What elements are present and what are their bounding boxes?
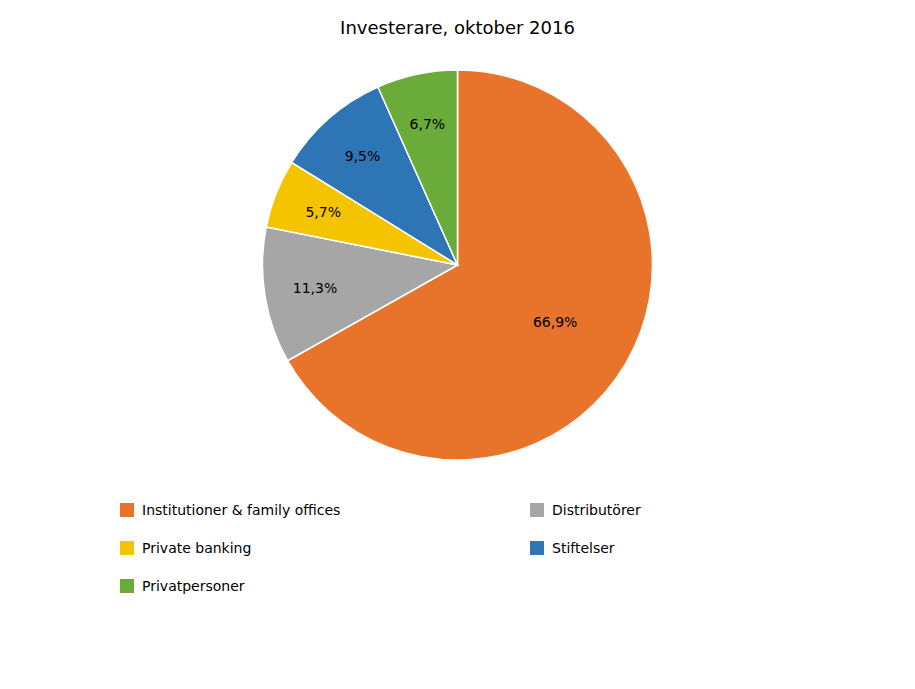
data-label: 5,7% bbox=[305, 204, 341, 220]
legend-item: Distributörer bbox=[530, 502, 641, 518]
legend-label: Stiftelser bbox=[552, 540, 615, 556]
legend-label: Distributörer bbox=[552, 502, 641, 518]
legend-label: Private banking bbox=[142, 540, 251, 556]
pie bbox=[262, 70, 652, 460]
data-label: 6,7% bbox=[410, 116, 446, 132]
title: Investerare, oktober 2016 bbox=[340, 17, 575, 38]
legend-swatch bbox=[120, 541, 134, 555]
legend-item: Stiftelser bbox=[530, 540, 615, 556]
data-labels: 66,9% 11,3% 5,7% 9,5% 6,7% bbox=[293, 116, 578, 330]
legend-label: Institutioner & family offices bbox=[142, 502, 340, 518]
data-label: 11,3% bbox=[293, 280, 337, 296]
legend-swatch bbox=[120, 503, 134, 517]
legend-swatch bbox=[530, 541, 544, 555]
legend: Institutioner & family offices Distributö… bbox=[120, 502, 641, 594]
legend-swatch bbox=[530, 503, 544, 517]
legend-item: Private banking bbox=[120, 540, 251, 556]
data-label: 66,9% bbox=[533, 314, 577, 330]
pie-slice bbox=[378, 70, 458, 265]
legend-item: Privatpersoner bbox=[120, 578, 245, 594]
legend-swatch bbox=[120, 579, 134, 593]
legend-item: Institutioner & family offices bbox=[120, 502, 340, 518]
chart: Investerare, oktober 2016 66,9% 11,3% 5,7% 9… bbox=[0, 0, 915, 689]
data-label: 9,5% bbox=[345, 148, 381, 164]
legend-label: Privatpersoner bbox=[142, 578, 245, 594]
